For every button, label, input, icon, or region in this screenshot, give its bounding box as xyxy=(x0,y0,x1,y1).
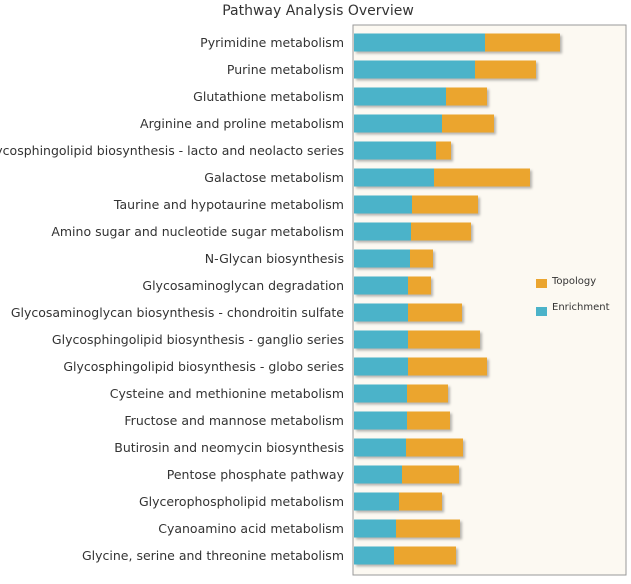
legend-swatch-enrichment xyxy=(536,307,547,316)
category-label-glycine-serine-and-threonine-metabolism: Glycine, serine and threonine metabolism xyxy=(82,548,344,563)
bar-group-glycosphingolipid-biosynthesis-ganglio-series xyxy=(354,330,480,349)
bar-topology-fructose-and-mannose-metabolism xyxy=(407,411,450,430)
bar-enrichment-glycosaminoglycan-biosynthesis-chondroitin-sulfate xyxy=(354,303,408,322)
category-label-glycosphingolipid-biosynthesis-lacto-and-neolacto-series: Glycosphingolipid biosynthesis - lacto a… xyxy=(0,143,344,158)
bar-enrichment-glycerophospholipid-metabolism xyxy=(354,492,399,511)
category-label-cyanoamino-acid-metabolism: Cyanoamino acid metabolism xyxy=(158,521,344,536)
category-label-pyrimidine-metabolism: Pyrimidine metabolism xyxy=(200,35,344,50)
category-label-purine-metabolism: Purine metabolism xyxy=(227,62,344,77)
bar-topology-butirosin-and-neomycin-biosynthesis xyxy=(406,438,463,457)
bar-group-pentose-phosphate-pathway xyxy=(354,465,459,484)
bar-group-taurine-and-hypotaurine-metabolism xyxy=(354,195,478,214)
category-label-amino-sugar-and-nucleotide-sugar-metabolism: Amino sugar and nucleotide sugar metabol… xyxy=(51,224,344,239)
bar-enrichment-arginine-and-proline-metabolism xyxy=(354,114,442,133)
legend-swatch-topology xyxy=(536,279,547,288)
bar-enrichment-pyrimidine-metabolism xyxy=(354,33,485,52)
bar-group-cyanoamino-acid-metabolism xyxy=(354,519,460,538)
bar-group-glycerophospholipid-metabolism xyxy=(354,492,442,511)
bar-topology-purine-metabolism xyxy=(475,60,536,79)
legend-label-enrichment: Enrichment xyxy=(552,302,610,313)
category-label-butirosin-and-neomycin-biosynthesis: Butirosin and neomycin biosynthesis xyxy=(114,440,344,455)
bar-topology-glycosaminoglycan-biosynthesis-chondroitin-sulfate xyxy=(408,303,462,322)
category-label-fructose-and-mannose-metabolism: Fructose and mannose metabolism xyxy=(124,413,344,428)
bar-group-galactose-metabolism xyxy=(354,168,530,187)
bar-enrichment-fructose-and-mannose-metabolism xyxy=(354,411,407,430)
bar-group-arginine-and-proline-metabolism xyxy=(354,114,494,133)
bar-enrichment-cysteine-and-methionine-metabolism xyxy=(354,384,407,403)
bar-enrichment-glycosphingolipid-biosynthesis-lacto-and-neolacto-series xyxy=(354,141,436,160)
category-label-glutathione-metabolism: Glutathione metabolism xyxy=(193,89,344,104)
bar-enrichment-glycosphingolipid-biosynthesis-ganglio-series xyxy=(354,330,408,349)
bar-enrichment-glycosphingolipid-biosynthesis-globo-series xyxy=(354,357,408,376)
bars-layer xyxy=(354,33,560,565)
bar-topology-taurine-and-hypotaurine-metabolism xyxy=(412,195,478,214)
category-label-glycosaminoglycan-biosynthesis-chondroitin-sulfate: Glycosaminoglycan biosynthesis - chondro… xyxy=(11,305,344,320)
bar-enrichment-glycosaminoglycan-degradation xyxy=(354,276,408,295)
category-label-glycosaminoglycan-degradation: Glycosaminoglycan degradation xyxy=(142,278,344,293)
bar-topology-glutathione-metabolism xyxy=(446,87,487,106)
bar-enrichment-amino-sugar-and-nucleotide-sugar-metabolism xyxy=(354,222,411,241)
bar-topology-glycine-serine-and-threonine-metabolism xyxy=(394,546,456,565)
bar-topology-cysteine-and-methionine-metabolism xyxy=(407,384,448,403)
category-label-glycerophospholipid-metabolism: Glycerophospholipid metabolism xyxy=(139,494,344,509)
bar-group-purine-metabolism xyxy=(354,60,536,79)
bar-group-glycosaminoglycan-degradation xyxy=(354,276,431,295)
bar-group-pyrimidine-metabolism xyxy=(354,33,560,52)
bar-enrichment-glutathione-metabolism xyxy=(354,87,446,106)
bar-topology-glycosaminoglycan-degradation xyxy=(408,276,431,295)
category-label-glycosphingolipid-biosynthesis-ganglio-series: Glycosphingolipid biosynthesis - ganglio… xyxy=(52,332,344,347)
bar-group-glycosphingolipid-biosynthesis-globo-series xyxy=(354,357,487,376)
bar-enrichment-n-glycan-biosynthesis xyxy=(354,249,410,268)
bar-topology-amino-sugar-and-nucleotide-sugar-metabolism xyxy=(411,222,471,241)
bar-enrichment-galactose-metabolism xyxy=(354,168,434,187)
bar-enrichment-butirosin-and-neomycin-biosynthesis xyxy=(354,438,406,457)
category-labels: Pyrimidine metabolism Purine metabolism Gl… xyxy=(0,35,345,563)
bar-enrichment-pentose-phosphate-pathway xyxy=(354,465,402,484)
bar-topology-glycerophospholipid-metabolism xyxy=(399,492,442,511)
bar-topology-glycosphingolipid-biosynthesis-globo-series xyxy=(408,357,487,376)
bar-enrichment-taurine-and-hypotaurine-metabolism xyxy=(354,195,412,214)
category-label-taurine-and-hypotaurine-metabolism: Taurine and hypotaurine metabolism xyxy=(113,197,344,212)
legend: Topology Enrichment xyxy=(536,276,610,316)
bar-topology-glycosphingolipid-biosynthesis-ganglio-series xyxy=(408,330,480,349)
bar-topology-pyrimidine-metabolism xyxy=(485,33,560,52)
bar-group-glycosaminoglycan-biosynthesis-chondroitin-sulfate xyxy=(354,303,462,322)
bar-group-butirosin-and-neomycin-biosynthesis xyxy=(354,438,463,457)
chart-title: Pathway Analysis Overview xyxy=(222,3,414,19)
bar-group-cysteine-and-methionine-metabolism xyxy=(354,384,448,403)
legend-label-topology: Topology xyxy=(551,276,596,287)
bar-enrichment-glycine-serine-and-threonine-metabolism xyxy=(354,546,394,565)
bar-topology-glycosphingolipid-biosynthesis-lacto-and-neolacto-series xyxy=(436,141,451,160)
category-label-galactose-metabolism: Galactose metabolism xyxy=(204,170,344,185)
bar-topology-arginine-and-proline-metabolism xyxy=(442,114,494,133)
bar-group-amino-sugar-and-nucleotide-sugar-metabolism xyxy=(354,222,471,241)
bar-group-glutathione-metabolism xyxy=(354,87,487,106)
category-label-cysteine-and-methionine-metabolism: Cysteine and methionine metabolism xyxy=(110,386,344,401)
bar-topology-cyanoamino-acid-metabolism xyxy=(396,519,460,538)
bar-enrichment-cyanoamino-acid-metabolism xyxy=(354,519,396,538)
bar-group-glycine-serine-and-threonine-metabolism xyxy=(354,546,456,565)
category-label-arginine-and-proline-metabolism: Arginine and proline metabolism xyxy=(140,116,344,131)
category-label-glycosphingolipid-biosynthesis-globo-series: Glycosphingolipid biosynthesis - globo s… xyxy=(63,359,344,374)
category-label-pentose-phosphate-pathway: Pentose phosphate pathway xyxy=(167,467,345,482)
bar-group-glycosphingolipid-biosynthesis-lacto-and-neolacto-series xyxy=(354,141,451,160)
bar-group-fructose-and-mannose-metabolism xyxy=(354,411,450,430)
category-label-n-glycan-biosynthesis: N-Glycan biosynthesis xyxy=(205,251,344,266)
bar-enrichment-purine-metabolism xyxy=(354,60,475,79)
bar-topology-n-glycan-biosynthesis xyxy=(410,249,433,268)
bar-topology-pentose-phosphate-pathway xyxy=(402,465,459,484)
bar-group-n-glycan-biosynthesis xyxy=(354,249,433,268)
bar-topology-galactose-metabolism xyxy=(434,168,530,187)
